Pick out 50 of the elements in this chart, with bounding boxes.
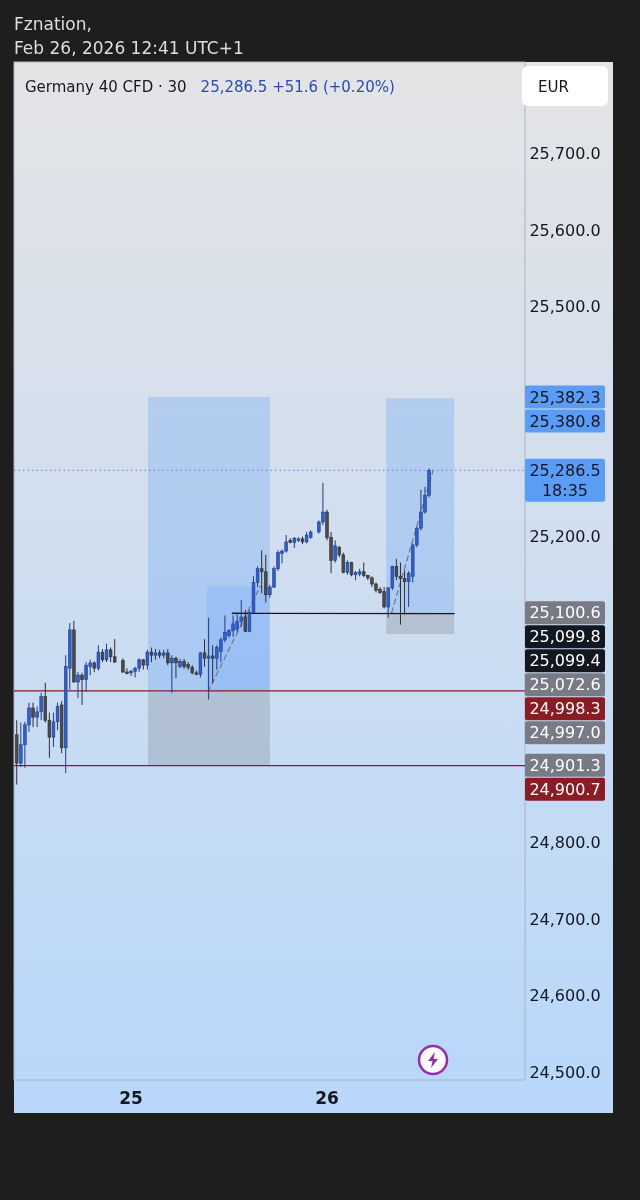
candlestick [84,661,88,693]
candlestick [231,614,235,638]
y-tick-label: 24,600.0 [529,986,601,1006]
text: 25,099.8 [529,627,601,647]
text: 24,997.0 [529,723,601,743]
y-tick-label: 25,700.0 [529,144,601,164]
text: 25,382.3 [529,387,601,407]
y-tick-label: 25,600.0 [529,220,601,240]
text: 25,380.8 [529,411,601,431]
candlestick [80,672,84,706]
text: 25,099.4 [529,651,601,671]
candlestick [104,643,109,663]
candlestick [402,569,407,616]
text: 25,072.6 [529,675,601,695]
candlestick [264,554,268,603]
candlestick [206,617,211,701]
text: 25,100.6 [529,603,601,623]
candlestick [174,656,178,679]
candlestick [394,558,399,581]
ref-line-label: 24,998.3 [529,699,601,719]
annotation: 25,286.5 +51.6 (+0.20%) [200,78,395,96]
ref-line-label: 25,286.5 [529,460,601,480]
text: Germany 40 CFD · 30 [25,78,187,96]
y-tick-label: 24,500.0 [529,1062,601,1082]
candlestick [239,599,243,628]
candlestick [129,669,133,677]
candlestick [398,562,403,626]
candlestick [202,638,207,668]
x-tick-label: 26 [315,1088,339,1108]
y-tick-label: 24,800.0 [529,833,601,853]
text: 18:35 [541,480,589,500]
candlestick [31,702,35,728]
text: Feb 26, 2026 12:41 UTC+1 [14,38,244,58]
candlestick [113,638,117,664]
candlestick [76,671,80,699]
candlestick [333,539,337,564]
candlestick [382,586,386,610]
y-tick-label: 24,700.0 [529,909,601,929]
y-tick-label: 25,200.0 [529,527,601,547]
y-tick-label: 25,500.0 [529,297,601,317]
candlestick [19,722,23,768]
x-tick-label: 25 [119,1088,143,1108]
candlestick [170,654,174,694]
text: 24,901.3 [529,755,601,775]
candlestick [211,644,215,684]
text: Fznation, [14,14,92,34]
ref-line-label: 24,900.7 [529,779,601,799]
text: EUR [538,78,569,96]
candlestick [198,651,203,678]
candlestick [235,612,239,633]
